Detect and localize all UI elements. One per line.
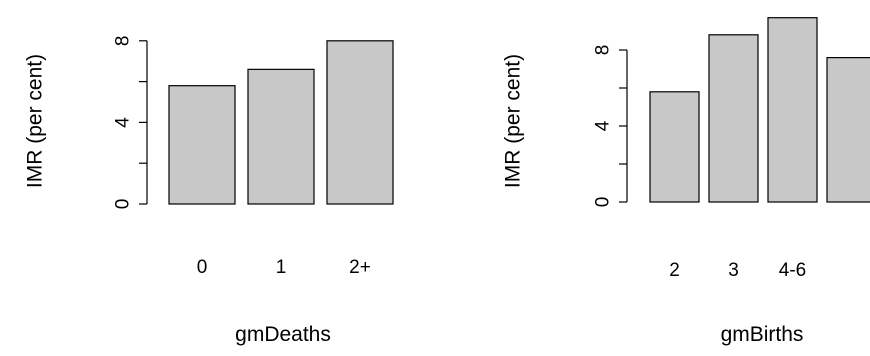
bar — [168, 85, 236, 205]
y-tick-label: 8 — [593, 45, 614, 56]
chart-panel-gmbirths: 0 4 8 2 3 4-6 gmBirths IMR (per cent) — [502, 17, 870, 346]
bar — [708, 34, 759, 203]
y-tick-label: 4 — [113, 117, 134, 128]
x-tick-label: 4-6 — [779, 260, 806, 281]
chart-panel-gmdeaths: 0 4 8 0 1 2+ gmDeaths IMR (per cent) — [24, 36, 394, 346]
x-tick-label: 3 — [728, 260, 739, 281]
y-tick-label: 4 — [593, 120, 614, 131]
x-tick-label: 2 — [669, 260, 680, 281]
bar — [326, 40, 394, 205]
bar — [826, 56, 870, 203]
y-tick-label: 8 — [113, 36, 134, 47]
x-tick-label: 2+ — [349, 257, 371, 278]
x-axis-title: gmBirths — [721, 323, 804, 346]
y-axis-title: IMR (per cent) — [502, 54, 525, 188]
x-tick-label: 0 — [197, 257, 208, 278]
x-tick-label: 1 — [276, 257, 287, 278]
y-axis-title: IMR (per cent) — [24, 54, 47, 188]
bar — [767, 17, 818, 203]
bar — [247, 68, 315, 205]
y-tick-label: 0 — [113, 199, 134, 210]
y-tick-label: 0 — [593, 197, 614, 208]
bar — [649, 91, 700, 203]
x-axis-title: gmDeaths — [235, 323, 331, 346]
